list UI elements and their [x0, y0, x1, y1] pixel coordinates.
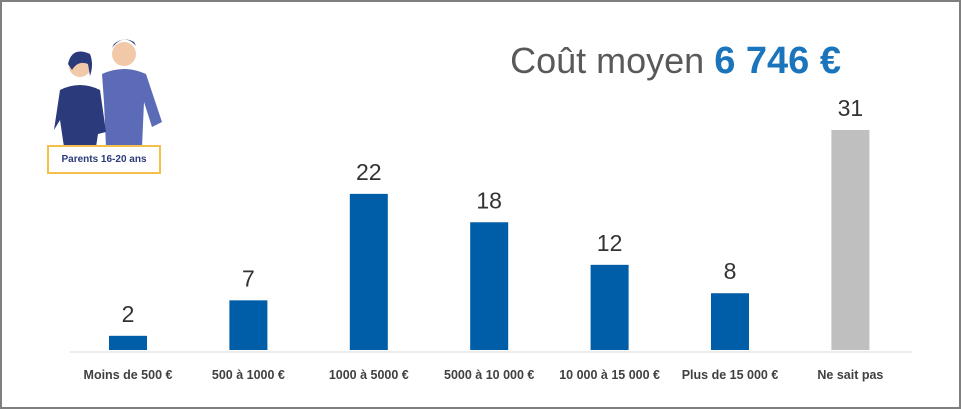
category-label: 500 à 1000 € — [211, 368, 285, 382]
title: Coût moyen 6 746 € — [510, 40, 841, 83]
category-label: 5000 à 10 000 € — [444, 368, 535, 382]
value-label: 2 — [122, 301, 135, 327]
category-label: 10 000 à 15 000 € — [559, 368, 660, 382]
bar — [711, 293, 749, 350]
value-label: 8 — [724, 258, 737, 284]
value-label: 12 — [597, 230, 623, 256]
badge: Parents 16-20 ans — [47, 145, 161, 174]
category-label: Moins de 500 € — [83, 368, 173, 382]
bar — [831, 130, 870, 350]
bar — [229, 300, 268, 350]
value-label: 22 — [356, 159, 382, 185]
bar — [470, 222, 509, 350]
title-value: 6 746 € — [714, 40, 841, 82]
category-label: 1000 à 5000 € — [328, 368, 409, 382]
bar — [590, 264, 629, 350]
illustration — [54, 39, 162, 147]
bar — [349, 193, 388, 350]
value-label: 7 — [242, 265, 255, 291]
bar — [109, 335, 147, 350]
value-label: 31 — [838, 95, 864, 121]
title-text: Coût moyen — [510, 40, 705, 81]
category-label: Ne sait pas — [817, 368, 884, 382]
value-label: 18 — [476, 187, 502, 213]
category-label: Plus de 15 000 € — [681, 368, 779, 382]
